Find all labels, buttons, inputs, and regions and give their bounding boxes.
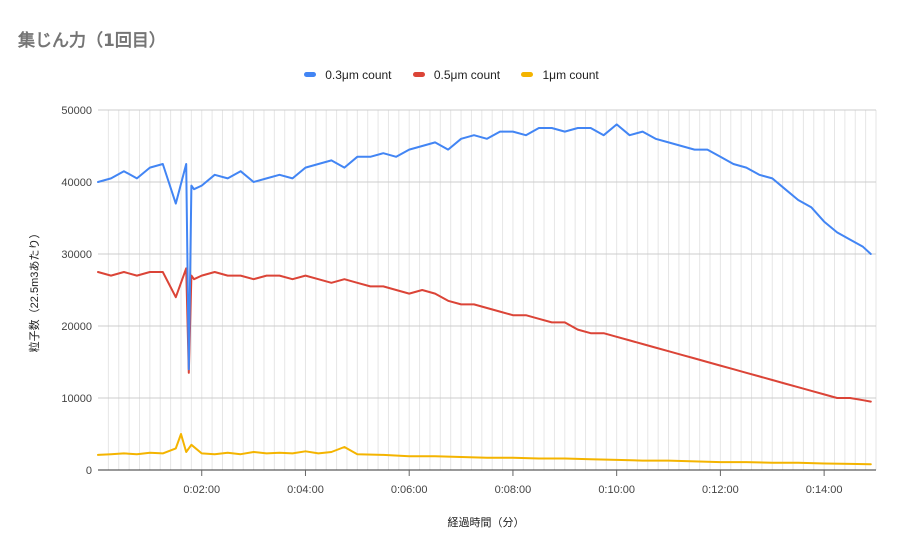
y-tick-label: 30000 bbox=[61, 249, 92, 261]
x-tick-label: 0:08:00 bbox=[495, 484, 532, 496]
x-tick-label: 0:02:00 bbox=[183, 484, 220, 496]
chart-legend: 0.3μm count 0.5μm count 1μm count bbox=[0, 68, 903, 82]
legend-label-1um: 1μm count bbox=[542, 68, 599, 82]
series-lines bbox=[97, 123, 872, 466]
legend-label-03um: 0.3μm count bbox=[325, 68, 392, 82]
y-tick-label: 10000 bbox=[61, 393, 92, 405]
legend-item-03um: 0.3μm count bbox=[304, 68, 392, 82]
x-tick-label: 0:06:00 bbox=[391, 484, 428, 496]
y-tick-label: 50000 bbox=[61, 105, 92, 117]
chart-title: 集じん力（1回目） bbox=[18, 31, 166, 51]
y-tick-label: 20000 bbox=[61, 321, 92, 333]
series-line-1 bbox=[97, 267, 872, 403]
series-line-2 bbox=[97, 433, 872, 466]
series-line-0 bbox=[97, 123, 872, 371]
legend-swatch-05um bbox=[412, 72, 425, 78]
x-tick-label: 0:12:00 bbox=[702, 484, 739, 496]
x-axis-label: 経過時間（分） bbox=[448, 516, 525, 529]
x-tick-label: 0:04:00 bbox=[287, 484, 324, 496]
x-tick-label: 0:10:00 bbox=[598, 484, 635, 496]
x-tick-label: 0:14:00 bbox=[806, 484, 843, 496]
y-tick-label: 40000 bbox=[61, 177, 92, 189]
grid-lines bbox=[98, 109, 877, 471]
y-axis-label: 粒子数（22.5m3あたり） bbox=[27, 228, 41, 353]
y-axis-ticks: 0 10000 20000 30000 40000 50000 bbox=[61, 105, 92, 477]
legend-item-05um: 0.5μm count bbox=[412, 68, 501, 82]
legend-swatch-03um bbox=[304, 72, 317, 78]
x-axis-ticks: 0:02:00 0:04:00 0:06:00 0:08:00 0:10:00 0:12:… bbox=[183, 470, 842, 496]
y-tick-label: 0 bbox=[86, 465, 92, 477]
legend-swatch-1um bbox=[521, 72, 534, 78]
legend-label-05um: 0.5μm count bbox=[433, 68, 501, 82]
legend-item-1um: 1μm count bbox=[521, 68, 599, 82]
